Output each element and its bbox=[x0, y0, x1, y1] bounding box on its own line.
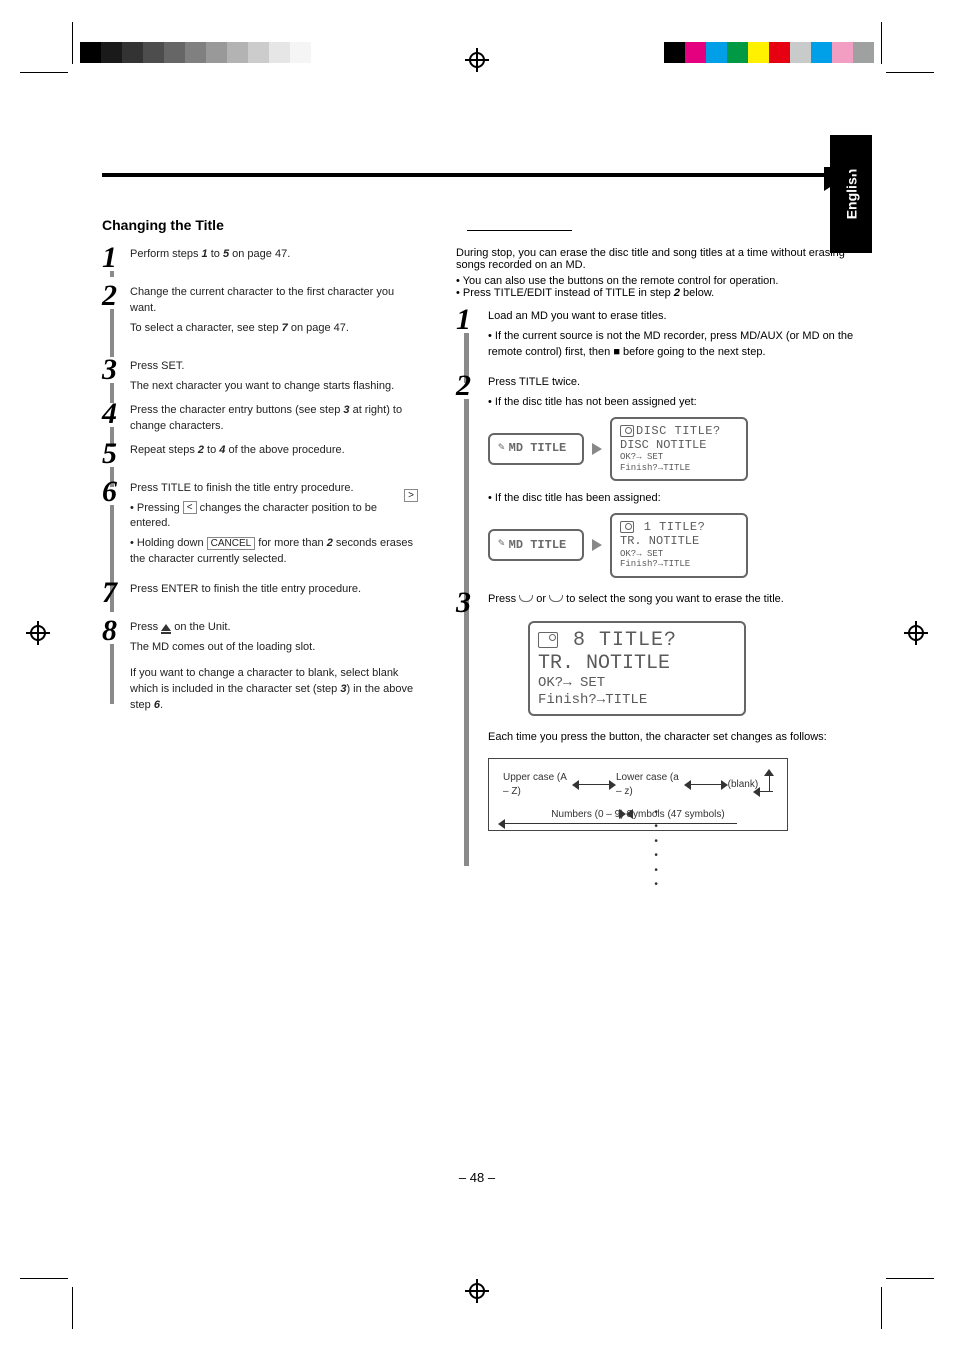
color-swatch bbox=[853, 42, 874, 63]
lcd-small: ✎ MD TITLE bbox=[488, 433, 584, 465]
continuation-arrow-icon bbox=[824, 173, 852, 191]
charset-symbols: Symbols (47 symbols) bbox=[626, 809, 724, 820]
step-5: 5 Repeat steps 2 to 4 of the above proce… bbox=[102, 443, 418, 473]
color-swatch bbox=[706, 42, 727, 63]
color-swatch bbox=[101, 42, 122, 63]
right-step-2: 2 Press TITLE twice. • If the disc title… bbox=[456, 375, 854, 578]
header-rule bbox=[102, 173, 852, 177]
cancel-button: CANCEL bbox=[207, 537, 256, 550]
step-8: 8 Press on the Unit. The MD comes out of… bbox=[102, 620, 418, 714]
grayscale-color-bars bbox=[80, 42, 311, 70]
color-swatch bbox=[269, 42, 290, 63]
lcd-large: 8 TITLE? TR. NOTITLE OK?→ SET Finish?→TI… bbox=[528, 621, 746, 715]
color-swatch bbox=[164, 42, 185, 63]
crop-mark bbox=[72, 22, 73, 64]
long-return-arrow-icon bbox=[503, 823, 737, 824]
color-swatch bbox=[248, 42, 269, 63]
arrow-right-icon bbox=[592, 539, 602, 551]
right-step-1: 1 Load an MD you want to erase titles. •… bbox=[456, 309, 854, 361]
step-1: 1 Perform steps 1 to 5 on page 47. bbox=[102, 247, 418, 277]
prev-link-icon bbox=[519, 595, 533, 602]
crop-mark bbox=[20, 1278, 68, 1279]
color-swatch bbox=[185, 42, 206, 63]
color-swatch bbox=[685, 42, 706, 63]
color-swatch bbox=[769, 42, 790, 63]
charset-lower: Lower case (a – z) bbox=[616, 771, 684, 800]
lcd-medium: DISC TITLE? DISC NOTITLE OK?→ SET Finish… bbox=[610, 417, 748, 481]
color-swatch bbox=[748, 42, 769, 63]
display-row-disc-notitle: ✎ MD TITLE DISC TITLE? DISC NOTITLE OK?→… bbox=[488, 417, 854, 481]
eject-icon bbox=[161, 624, 171, 631]
color-swatch bbox=[206, 42, 227, 63]
left-column: 1 Perform steps 1 to 5 on page 47. 2 Cha… bbox=[102, 247, 418, 722]
step-4: 4 Press the character entry buttons (see… bbox=[102, 403, 418, 435]
step-6: 6 Press TITLE to finish the title entry … bbox=[102, 481, 418, 569]
next-link-icon bbox=[549, 595, 563, 602]
md-disc-icon bbox=[620, 425, 634, 437]
pencil-icon: ✎ bbox=[498, 537, 505, 553]
registration-mark-icon bbox=[904, 621, 928, 645]
charset-upper: Upper case (A – Z) bbox=[503, 771, 572, 800]
crop-mark bbox=[20, 72, 68, 73]
charset-numbers: Numbers (0 – 9) bbox=[551, 809, 623, 820]
charset-diagram: Upper case (A – Z) Lower case (a – z) (b… bbox=[488, 758, 788, 832]
crop-mark bbox=[72, 1287, 73, 1329]
color-swatch bbox=[790, 42, 811, 63]
section-underline bbox=[467, 217, 572, 231]
crop-mark bbox=[886, 72, 934, 73]
display-row-track-notitle: ✎ MD TITLE 1 TITLE? TR. NOTITLE OK?→ SET… bbox=[488, 513, 854, 577]
step-3: 3 Press SET. The next character you want… bbox=[102, 359, 418, 395]
registration-mark-icon bbox=[465, 48, 489, 72]
crop-mark bbox=[881, 1287, 882, 1329]
process-color-bars bbox=[664, 42, 874, 70]
arrow-right-icon bbox=[592, 443, 602, 455]
return-arrow-icon bbox=[758, 772, 773, 798]
color-swatch bbox=[227, 42, 248, 63]
color-swatch bbox=[811, 42, 832, 63]
section-title: Changing the Title bbox=[102, 217, 224, 233]
lcd-small: ✎ MD TITLE bbox=[488, 529, 584, 561]
color-swatch bbox=[143, 42, 164, 63]
md-disc-icon bbox=[620, 521, 634, 533]
lcd-medium: 1 TITLE? TR. NOTITLE OK?→ SET Finish?→TI… bbox=[610, 513, 748, 577]
color-swatch bbox=[832, 42, 853, 63]
crop-mark bbox=[886, 1278, 934, 1279]
pencil-icon: ✎ bbox=[498, 441, 505, 457]
double-arrow-icon bbox=[572, 780, 616, 790]
left-caret-button: < bbox=[183, 501, 197, 514]
color-swatch bbox=[664, 42, 685, 63]
registration-mark-icon bbox=[26, 621, 50, 645]
right-step-3: 3 Press or to select the song you want t… bbox=[456, 592, 854, 832]
right-intro: During stop, you can erase the disc titl… bbox=[456, 247, 854, 299]
color-swatch bbox=[80, 42, 101, 63]
page-number: – 48 – bbox=[459, 1170, 495, 1185]
step-7: 7 Press ENTER to finish the title entry … bbox=[102, 582, 418, 612]
step-2: 2 Change the current character to the fi… bbox=[102, 285, 418, 337]
color-swatch bbox=[727, 42, 748, 63]
double-arrow-icon bbox=[684, 780, 728, 790]
right-column: During stop, you can erase the disc titl… bbox=[456, 247, 854, 845]
right-caret-button: > bbox=[404, 489, 418, 502]
color-swatch bbox=[290, 42, 311, 63]
language-tab: English bbox=[830, 135, 872, 253]
display-big: 8 TITLE? TR. NOTITLE OK?→ SET Finish?→TI… bbox=[528, 621, 854, 715]
registration-mark-icon bbox=[465, 1279, 489, 1303]
md-disc-icon bbox=[538, 632, 558, 648]
color-swatch bbox=[122, 42, 143, 63]
crop-mark bbox=[881, 22, 882, 64]
